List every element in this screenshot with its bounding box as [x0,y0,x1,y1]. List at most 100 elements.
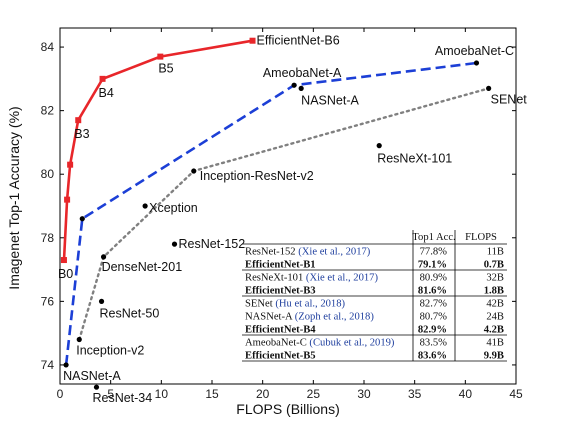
point-label: B3 [74,127,89,141]
table-model-name: AmeobaNet-C (Cubuk et al., 2019) [245,338,395,349]
table-model: EfficientNet-B4 [245,325,316,336]
table-model-name: ResNeXt-101 (Xie et al., 2017) [245,273,378,284]
efficientnet-marker [75,117,82,124]
model-marker [191,168,197,174]
point-label: AmeobaNet-A [263,66,342,80]
x-tick-label: 10 [155,387,169,401]
table-acc: 82.7% [420,299,448,310]
x-tick-label: 15 [205,387,219,401]
table-model-name: EfficientNet-B1 [245,260,316,271]
chart-markers [60,37,492,390]
y-axis-title: Imagenet Top-1 Accuracy (%) [6,106,22,289]
table-header-acc: Top1 Acc. [412,232,455,243]
model-marker [473,60,480,66]
efficientnet-marker [67,161,74,168]
x-axis-title: FLOPS (Billions) [236,401,339,417]
point-label: Inception-v2 [76,344,144,358]
table-model: EfficientNet-B1 [245,260,316,271]
table-model: ResNet-152 [245,247,296,258]
table-model-name: ResNet-152 (Xie et al., 2017) [245,247,371,258]
table-citation: (Hu et al., 2018) [273,299,346,310]
table-model-name: NASNet-A (Zoph et al., 2018) [245,312,374,323]
x-tick-label: 40 [459,387,473,401]
point-labels: B0 B3 B4 B5 EfficientNet-B6 NASNet-A AmeobaNet… [58,34,527,405]
table-acc: 83.6% [418,351,447,362]
point-label: ResNet-34 [92,391,152,405]
table-model-name: SENet (Hu et al., 2018) [245,299,346,310]
model-marker [142,203,148,209]
model-marker [298,85,304,91]
table-model: AmeobaNet-C [245,338,307,349]
y-tick-label: 76 [41,294,55,308]
comparison-table: Top1 Acc. FLOPS ResNet-152 (Xie et al., 20… [242,230,507,362]
table-header-flops: FLOPS [465,232,497,243]
model-marker [76,336,82,343]
table-acc: 81.6% [418,286,447,297]
table-model: EfficientNet-B3 [245,286,316,297]
table-model: EfficientNet-B5 [245,351,316,362]
point-label: NASNet-A [63,369,121,383]
point-label: DenseNet-201 [102,260,183,274]
model-marker [63,362,69,368]
model-marker [98,298,105,304]
point-label: AmoebaNet-C [435,44,514,58]
point-label: NASNet-A [301,93,359,107]
table-model: SENet [245,299,273,310]
y-tick-label: 78 [41,231,55,245]
point-label: SENet [491,92,528,106]
model-marker [291,82,297,88]
point-label: B0 [58,267,73,281]
point-label: B5 [158,62,173,76]
table-flops: 4.2B [484,325,504,336]
efficientnet-marker [157,53,164,60]
table-model: NASNet-A [245,312,293,323]
x-tick-label: 30 [357,387,371,401]
table-model: ResNeXt-101 [245,273,303,284]
point-label: ResNet-152 [179,237,246,251]
point-label: ResNeXt-101 [377,152,452,166]
table-acc: 79.1% [418,260,447,271]
y-tick-label: 74 [41,358,55,372]
series-line-1 [64,61,477,366]
table-citation: (Zoph et al., 2018) [292,312,374,323]
table-acc: 80.9% [420,273,448,284]
table-acc: 83.5% [420,338,448,349]
model-marker [79,216,85,222]
table-flops: 9.9B [484,351,504,362]
table-flops: 32B [486,273,504,284]
series-line-2 [78,87,490,341]
x-tick-label: 0 [57,387,64,401]
table-model-name: EfficientNet-B4 [245,325,316,336]
efficientnet-marker [60,257,67,264]
model-marker [486,85,492,91]
plot-frame [59,27,517,385]
model-marker [171,241,178,247]
point-label: Xception [149,201,198,215]
table-acc: 77.8% [420,247,448,258]
table-model-name: EfficientNet-B5 [245,351,316,362]
chart-axes: 0 5 10 15 20 25 30 35 40 45 74 76 78 80 82 84 FLOPS (Bil… [6,27,523,417]
x-tick-label: 35 [408,387,422,401]
efficientnet-marker [99,75,106,82]
table-flops: 11B [487,247,504,258]
table-flops: 41B [486,338,504,349]
table-flops: 24B [486,312,504,323]
table-model-name: EfficientNet-B3 [245,286,316,297]
table-flops: 0.7B [484,260,504,271]
model-marker [93,384,100,390]
table-citation: (Xie et al., 2017) [303,273,378,284]
x-tick-label: 5 [107,387,114,401]
table-flops: 1.8B [484,286,504,297]
efficientnet-marker [249,37,256,44]
y-tick-label: 82 [41,104,55,118]
table-acc: 82.9% [418,325,447,336]
point-label: Inception-ResNet-v2 [200,169,314,183]
efficientnet-marker [64,196,71,203]
y-tick-label: 80 [41,167,55,181]
y-tick-label: 84 [41,40,55,54]
model-marker [376,143,382,149]
point-label: ResNet-50 [100,306,160,320]
x-tick-label: 25 [307,387,321,401]
table-flops: 42B [486,299,504,310]
